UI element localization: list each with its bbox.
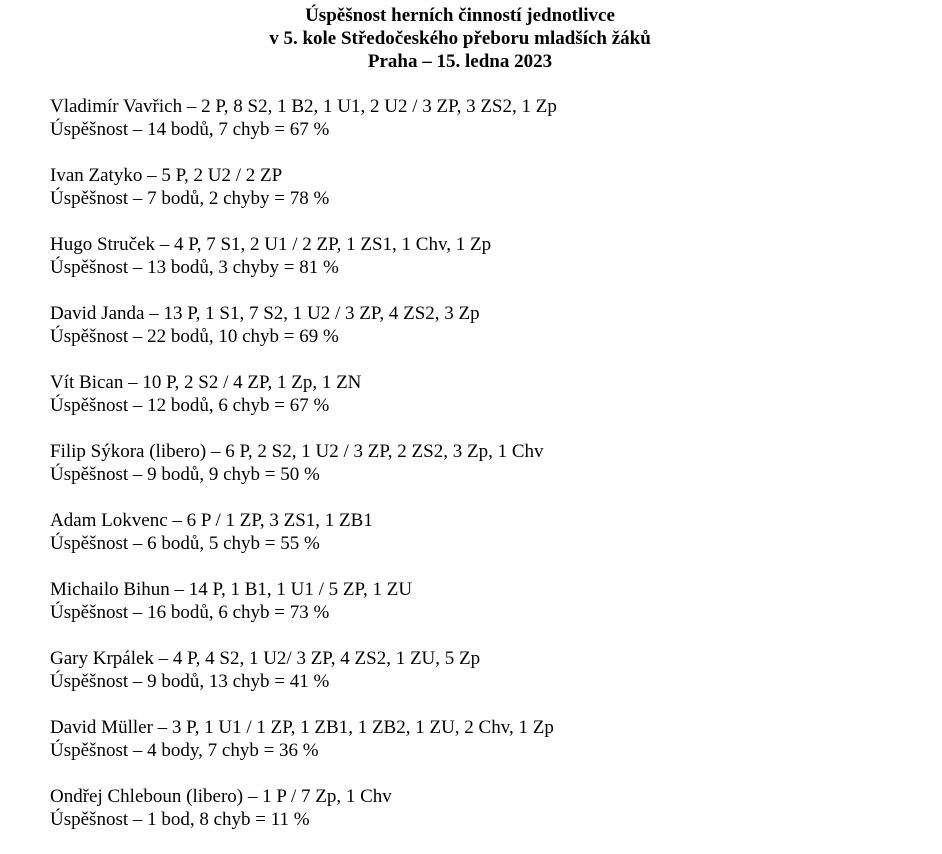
player-success: Úspěšnost – 6 bodů, 5 chyb = 55 % bbox=[50, 533, 320, 554]
player-success: Úspěšnost – 9 bodů, 13 chyb = 41 % bbox=[50, 671, 330, 692]
title-line-2: v 5. kole Středočeského přeboru mladších… bbox=[269, 28, 651, 49]
player-stats: Ondřej Chleboun (libero) – 1 P / 7 Zp, 1… bbox=[50, 786, 392, 807]
player-stats: Gary Krpálek – 4 P, 4 S2, 1 U2/ 3 ZP, 4 … bbox=[50, 648, 481, 669]
player-entry: Ondřej Chleboun (libero) – 1 P / 7 Zp, 1… bbox=[50, 785, 557, 831]
player-entry: Adam Lokvenc – 6 P / 1 ZP, 3 ZS1, 1 ZB1 Ú… bbox=[50, 509, 557, 555]
player-list: Vladimír Vavřich – 2 P, 8 S2, 1 B2, 1 U1… bbox=[50, 95, 557, 854]
player-stats: David Janda – 13 P, 1 S1, 7 S2, 1 U2 / 3… bbox=[50, 303, 480, 324]
player-entry: Vít Bican – 10 P, 2 S2 / 4 ZP, 1 Zp, 1 Z… bbox=[50, 371, 557, 417]
player-stats: Vít Bican – 10 P, 2 S2 / 4 ZP, 1 Zp, 1 Z… bbox=[50, 372, 362, 393]
player-stats: Michailo Bihun – 14 P, 1 B1, 1 U1 / 5 ZP… bbox=[50, 579, 413, 600]
player-success: Úspěšnost – 13 bodů, 3 chyby = 81 % bbox=[50, 257, 339, 278]
title-line-3: Praha – 15. ledna 2023 bbox=[367, 51, 553, 72]
player-success: Úspěšnost – 4 body, 7 chyb = 36 % bbox=[50, 740, 319, 761]
title-line-1: Úspěšnost herních činností jednotlivce bbox=[305, 5, 615, 26]
player-success: Úspěšnost – 14 bodů, 7 chyb = 67 % bbox=[50, 119, 330, 140]
player-entry: Gary Krpálek – 4 P, 4 S2, 1 U2/ 3 ZP, 4 … bbox=[50, 647, 557, 693]
player-success: Úspěšnost – 7 bodů, 2 chyby = 78 % bbox=[50, 188, 330, 209]
player-entry: Vladimír Vavřich – 2 P, 8 S2, 1 B2, 1 U1… bbox=[50, 95, 557, 141]
document-title: Úspěšnost herních činností jednotlivce v… bbox=[0, 4, 920, 73]
player-stats: Hugo Struček – 4 P, 7 S1, 2 U1 / 2 ZP, 1… bbox=[50, 234, 492, 255]
player-stats: Vladimír Vavřich – 2 P, 8 S2, 1 B2, 1 U1… bbox=[50, 96, 557, 117]
player-stats: Filip Sýkora (libero) – 6 P, 2 S2, 1 U2 … bbox=[50, 441, 544, 462]
player-entry: David Janda – 13 P, 1 S1, 7 S2, 1 U2 / 3… bbox=[50, 302, 557, 348]
player-success: Úspěšnost – 12 bodů, 6 chyb = 67 % bbox=[50, 395, 330, 416]
player-entry: Michailo Bihun – 14 P, 1 B1, 1 U1 / 5 ZP… bbox=[50, 578, 557, 624]
player-entry: Filip Sýkora (libero) – 6 P, 2 S2, 1 U2 … bbox=[50, 440, 557, 486]
player-stats: David Müller – 3 P, 1 U1 / 1 ZP, 1 ZB1, … bbox=[50, 717, 554, 738]
player-success: Úspěšnost – 16 bodů, 6 chyb = 73 % bbox=[50, 602, 330, 623]
player-stats: Adam Lokvenc – 6 P / 1 ZP, 3 ZS1, 1 ZB1 bbox=[50, 510, 373, 531]
player-entry: Hugo Struček – 4 P, 7 S1, 2 U1 / 2 ZP, 1… bbox=[50, 233, 557, 279]
player-success: Úspěšnost – 22 bodů, 10 chyb = 69 % bbox=[50, 326, 339, 347]
player-success: Úspěšnost – 9 bodů, 9 chyb = 50 % bbox=[50, 464, 320, 485]
player-entry: David Müller – 3 P, 1 U1 / 1 ZP, 1 ZB1, … bbox=[50, 716, 557, 762]
player-success: Úspěšnost – 1 bod, 8 chyb = 11 % bbox=[50, 809, 310, 830]
player-entry: Ivan Zatyko – 5 P, 2 U2 / 2 ZP Úspěšnost … bbox=[50, 164, 557, 210]
player-stats: Ivan Zatyko – 5 P, 2 U2 / 2 ZP bbox=[50, 165, 283, 186]
